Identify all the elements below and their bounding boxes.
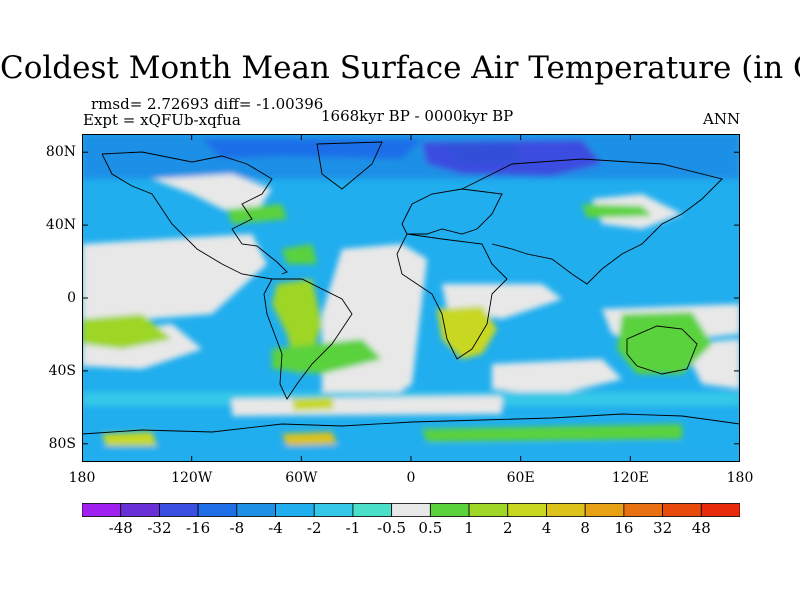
colorbar-label: 48 <box>691 519 711 537</box>
lon-label: 0 <box>406 470 416 486</box>
colorbar-label: -2 <box>306 519 322 537</box>
season-label: ANN <box>703 110 741 128</box>
lat-label: 80S <box>48 435 76 452</box>
colorbar-label: -48 <box>108 519 133 537</box>
field-layer <box>82 134 740 462</box>
lon-label: 120W <box>171 470 213 486</box>
colorbar <box>82 503 740 517</box>
colorbar-swatch <box>197 503 238 517</box>
colorbar-label: 32 <box>653 519 673 537</box>
colorbar-swatch <box>120 503 160 517</box>
lat-label: 40S <box>48 362 76 379</box>
colorbar-swatch <box>662 503 702 517</box>
colorbar-label: 1 <box>464 519 474 537</box>
colorbar-swatch <box>700 503 740 517</box>
colorbar-label: 4 <box>541 519 552 537</box>
colorbar-swatch <box>546 503 586 517</box>
colorbar-label: 16 <box>614 519 634 537</box>
colorbar-label: -16 <box>186 519 211 537</box>
colorbar-swatch <box>352 503 393 517</box>
lon-label: 60W <box>285 470 318 486</box>
colorbar-label: 8 <box>580 519 590 537</box>
colorbar-swatch <box>623 503 663 517</box>
colorbar-label: -1 <box>345 519 361 537</box>
lon-label: 60E <box>506 470 535 486</box>
colorbar-label: 0.5 <box>418 519 443 537</box>
colorbar-swatch <box>468 503 509 517</box>
lon-label: 120E <box>611 470 649 486</box>
colorbar-swatch <box>159 503 199 517</box>
colorbar-swatch <box>82 503 122 517</box>
colorbar-swatch <box>236 503 276 517</box>
colorbar-label: -32 <box>147 519 172 537</box>
plot-title: Coldest Month Mean Surface Air Temperatu… <box>0 50 800 86</box>
colorbar-label: -4 <box>268 519 283 537</box>
colorbar-swatch <box>275 503 315 517</box>
colorbar-swatch <box>507 503 547 517</box>
colorbar-swatch <box>313 503 354 517</box>
temperature-map <box>82 134 740 462</box>
stats-label: rmsd= 2.72693 diff= -1.00396 <box>91 95 324 113</box>
period-label: 1668kyr BP - 0000kyr BP <box>321 107 514 125</box>
lon-label: 180 <box>68 470 96 486</box>
coastline-layer <box>82 141 740 435</box>
colorbar-label: -0.5 <box>377 519 407 537</box>
colorbar-swatch <box>391 503 431 517</box>
experiment-label: Expt = xQFUb-xqfua <box>83 111 241 129</box>
colorbar-label: 2 <box>502 519 513 537</box>
lon-label: 180 <box>726 470 754 486</box>
colorbar-label: -8 <box>229 519 245 537</box>
tick-marks <box>82 134 740 462</box>
lat-label: 0 <box>67 290 76 306</box>
colorbar-swatch <box>429 503 470 517</box>
lat-label: 40N <box>45 217 76 234</box>
lat-label: 80N <box>45 144 76 161</box>
colorbar-swatch <box>584 503 625 517</box>
